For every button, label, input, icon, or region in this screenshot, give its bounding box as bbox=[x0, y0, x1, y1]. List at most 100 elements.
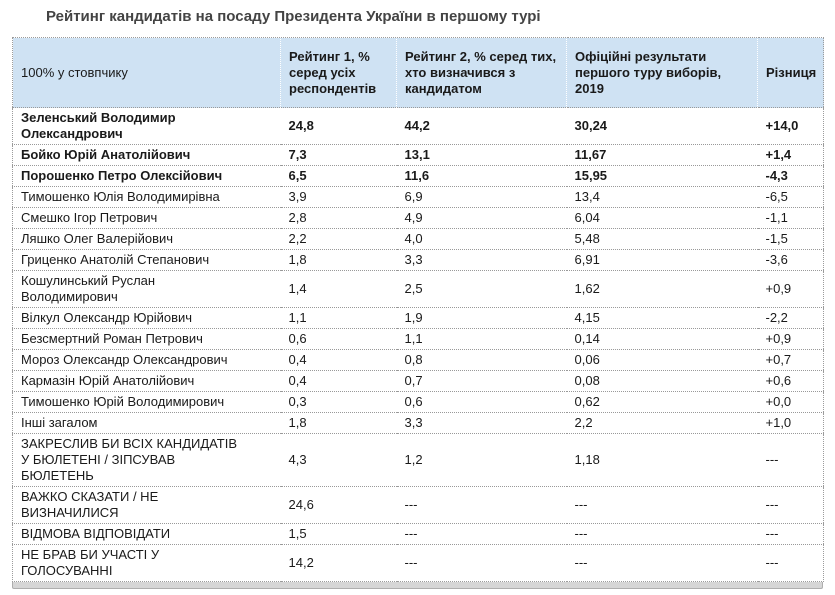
difference-cell: --- bbox=[757, 544, 824, 582]
candidate-name-cell: ВІДМОВА ВІДПОВІДАТИ bbox=[12, 523, 281, 545]
column-header-rating1: Рейтинг 1, % серед усіх респондентів bbox=[280, 37, 397, 108]
rating1-cell: 0,6 bbox=[280, 328, 397, 350]
table-row: Зеленський Володимир Олександрович 24,8 44… bbox=[12, 107, 824, 145]
rating2-cell: --- bbox=[396, 486, 567, 524]
official-result-cell: 0,62 bbox=[566, 391, 758, 413]
rating1-cell: 1,8 bbox=[280, 412, 397, 434]
ratings-table: 100% у стовпчику Рейтинг 1, % серед усіх… bbox=[12, 37, 824, 582]
official-result-cell: --- bbox=[566, 544, 758, 582]
rating2-cell: 44,2 bbox=[396, 107, 567, 145]
rating2-cell: 1,1 bbox=[396, 328, 567, 350]
official-result-cell: 1,62 bbox=[566, 270, 758, 308]
table-header: 100% у стовпчику Рейтинг 1, % серед усіх… bbox=[12, 37, 824, 108]
table-row: Тимошенко Юлія Володимирівна 3,9 6,9 13,4 -6… bbox=[12, 186, 824, 208]
official-result-cell: 11,67 bbox=[566, 144, 758, 166]
rating1-cell: 0,3 bbox=[280, 391, 397, 413]
difference-cell: --- bbox=[757, 486, 824, 524]
table-row: Тимошенко Юрій Володимирович 0,3 0,6 0,62 +0… bbox=[12, 391, 824, 413]
rating1-cell: 2,2 bbox=[280, 228, 397, 250]
rating2-cell: 1,2 bbox=[396, 433, 567, 487]
difference-cell: -2,2 bbox=[757, 307, 824, 329]
official-result-cell: 0,06 bbox=[566, 349, 758, 371]
difference-cell: +1,0 bbox=[757, 412, 824, 434]
column-header-official-results: Офіційні результати першого туру виборів… bbox=[566, 37, 758, 108]
candidate-name-cell: ЗАКРЕСЛИВ БИ ВСІХ КАНДИДАТІВ У БЮЛЕТЕНІ … bbox=[12, 433, 281, 487]
rating2-cell: 3,3 bbox=[396, 412, 567, 434]
candidate-name-cell: Гриценко Анатолій Степанович bbox=[12, 249, 281, 271]
difference-cell: +0,6 bbox=[757, 370, 824, 392]
table-row: ВІДМОВА ВІДПОВІДАТИ 1,5 --- --- --- bbox=[12, 523, 824, 545]
rating2-cell: 6,9 bbox=[396, 186, 567, 208]
rating2-cell: 13,1 bbox=[396, 144, 567, 166]
corner-header-cell: 100% у стовпчику bbox=[12, 37, 281, 108]
official-result-cell: 6,04 bbox=[566, 207, 758, 229]
official-result-cell: --- bbox=[566, 523, 758, 545]
difference-cell: +0,9 bbox=[757, 270, 824, 308]
table-row: Гриценко Анатолій Степанович 1,8 3,3 6,91 -3… bbox=[12, 249, 824, 271]
table-row: Безсмертний Роман Петрович 0,6 1,1 0,14 +0,9 bbox=[12, 328, 824, 350]
candidate-name-cell: Безсмертний Роман Петрович bbox=[12, 328, 281, 350]
column-header-difference: Різниця bbox=[757, 37, 824, 108]
official-result-cell: 30,24 bbox=[566, 107, 758, 145]
header-row: 100% у стовпчику Рейтинг 1, % серед усіх… bbox=[12, 37, 824, 108]
rating2-cell: 1,9 bbox=[396, 307, 567, 329]
rating1-cell: 7,3 bbox=[280, 144, 397, 166]
page-title: Рейтинг кандидатів на посаду Президента … bbox=[46, 8, 541, 25]
candidate-name-cell: Ляшко Олег Валерійович bbox=[12, 228, 281, 250]
difference-cell: -1,5 bbox=[757, 228, 824, 250]
table-row: Смешко Ігор Петрович 2,8 4,9 6,04 -1,1 bbox=[12, 207, 824, 229]
rating2-cell: 4,9 bbox=[396, 207, 567, 229]
table-row: ЗАКРЕСЛИВ БИ ВСІХ КАНДИДАТІВ У БЮЛЕТЕНІ … bbox=[12, 433, 824, 487]
difference-cell: +14,0 bbox=[757, 107, 824, 145]
official-result-cell: 0,14 bbox=[566, 328, 758, 350]
rating1-cell: 1,1 bbox=[280, 307, 397, 329]
official-result-cell: 2,2 bbox=[566, 412, 758, 434]
table-row: Мороз Олександр Олександрович 0,4 0,8 0,06 +… bbox=[12, 349, 824, 371]
rating1-cell: 1,5 bbox=[280, 523, 397, 545]
difference-cell: +0,9 bbox=[757, 328, 824, 350]
candidate-name-cell: Вілкул Олександр Юрійович bbox=[12, 307, 281, 329]
candidate-name-cell: Зеленський Володимир Олександрович bbox=[12, 107, 281, 145]
table-row: Бойко Юрій Анатолійович 7,3 13,1 11,67 +1,4 bbox=[12, 144, 824, 166]
difference-cell: --- bbox=[757, 433, 824, 487]
rating2-cell: 0,7 bbox=[396, 370, 567, 392]
candidate-name-cell: Інші загалом bbox=[12, 412, 281, 434]
candidate-name-cell: Порошенко Петро Олексійович bbox=[12, 165, 281, 187]
rating1-cell: 24,6 bbox=[280, 486, 397, 524]
rating2-cell: 0,6 bbox=[396, 391, 567, 413]
candidate-name-cell: Смешко Ігор Петрович bbox=[12, 207, 281, 229]
official-result-cell: 13,4 bbox=[566, 186, 758, 208]
rating2-cell: 11,6 bbox=[396, 165, 567, 187]
candidate-name-cell: Кошулинський Руслан Володимирович bbox=[12, 270, 281, 308]
table-body: Зеленський Володимир Олександрович 24,8 44… bbox=[12, 107, 824, 582]
table-row: Ляшко Олег Валерійович 2,2 4,0 5,48 -1,5 bbox=[12, 228, 824, 250]
rating2-cell: --- bbox=[396, 523, 567, 545]
table-row: Кармазін Юрій Анатолійович 0,4 0,7 0,08 +0,6 bbox=[12, 370, 824, 392]
difference-cell: +0,7 bbox=[757, 349, 824, 371]
difference-cell: +1,4 bbox=[757, 144, 824, 166]
rating2-cell: 4,0 bbox=[396, 228, 567, 250]
difference-cell: +0,0 bbox=[757, 391, 824, 413]
column-header-rating2: Рейтинг 2, % серед тих, хто визначився з… bbox=[396, 37, 567, 108]
rating2-cell: 2,5 bbox=[396, 270, 567, 308]
table-row: ВАЖКО СКАЗАТИ / НЕ ВИЗНАЧИЛИСЯ 24,6 --- ---… bbox=[12, 486, 824, 524]
rating2-cell: 3,3 bbox=[396, 249, 567, 271]
official-result-cell: 1,18 bbox=[566, 433, 758, 487]
rating2-cell: --- bbox=[396, 544, 567, 582]
official-result-cell: 4,15 bbox=[566, 307, 758, 329]
table-horizontal-scrollbar[interactable] bbox=[12, 582, 823, 589]
candidate-name-cell: Кармазін Юрій Анатолійович bbox=[12, 370, 281, 392]
rating1-cell: 2,8 bbox=[280, 207, 397, 229]
candidate-name-cell: Мороз Олександр Олександрович bbox=[12, 349, 281, 371]
table-row: НЕ БРАВ БИ УЧАСТІ У ГОЛОСУВАННІ 14,2 --- --… bbox=[12, 544, 824, 582]
rating1-cell: 14,2 bbox=[280, 544, 397, 582]
table-row: Вілкул Олександр Юрійович 1,1 1,9 4,15 -2,2 bbox=[12, 307, 824, 329]
difference-cell: -6,5 bbox=[757, 186, 824, 208]
candidate-name-cell: Тимошенко Юрій Володимирович bbox=[12, 391, 281, 413]
rating1-cell: 1,4 bbox=[280, 270, 397, 308]
table-row: Кошулинський Руслан Володимирович 1,4 2,5 1… bbox=[12, 270, 824, 308]
official-result-cell: 15,95 bbox=[566, 165, 758, 187]
candidate-name-cell: ВАЖКО СКАЗАТИ / НЕ ВИЗНАЧИЛИСЯ bbox=[12, 486, 281, 524]
difference-cell: -1,1 bbox=[757, 207, 824, 229]
